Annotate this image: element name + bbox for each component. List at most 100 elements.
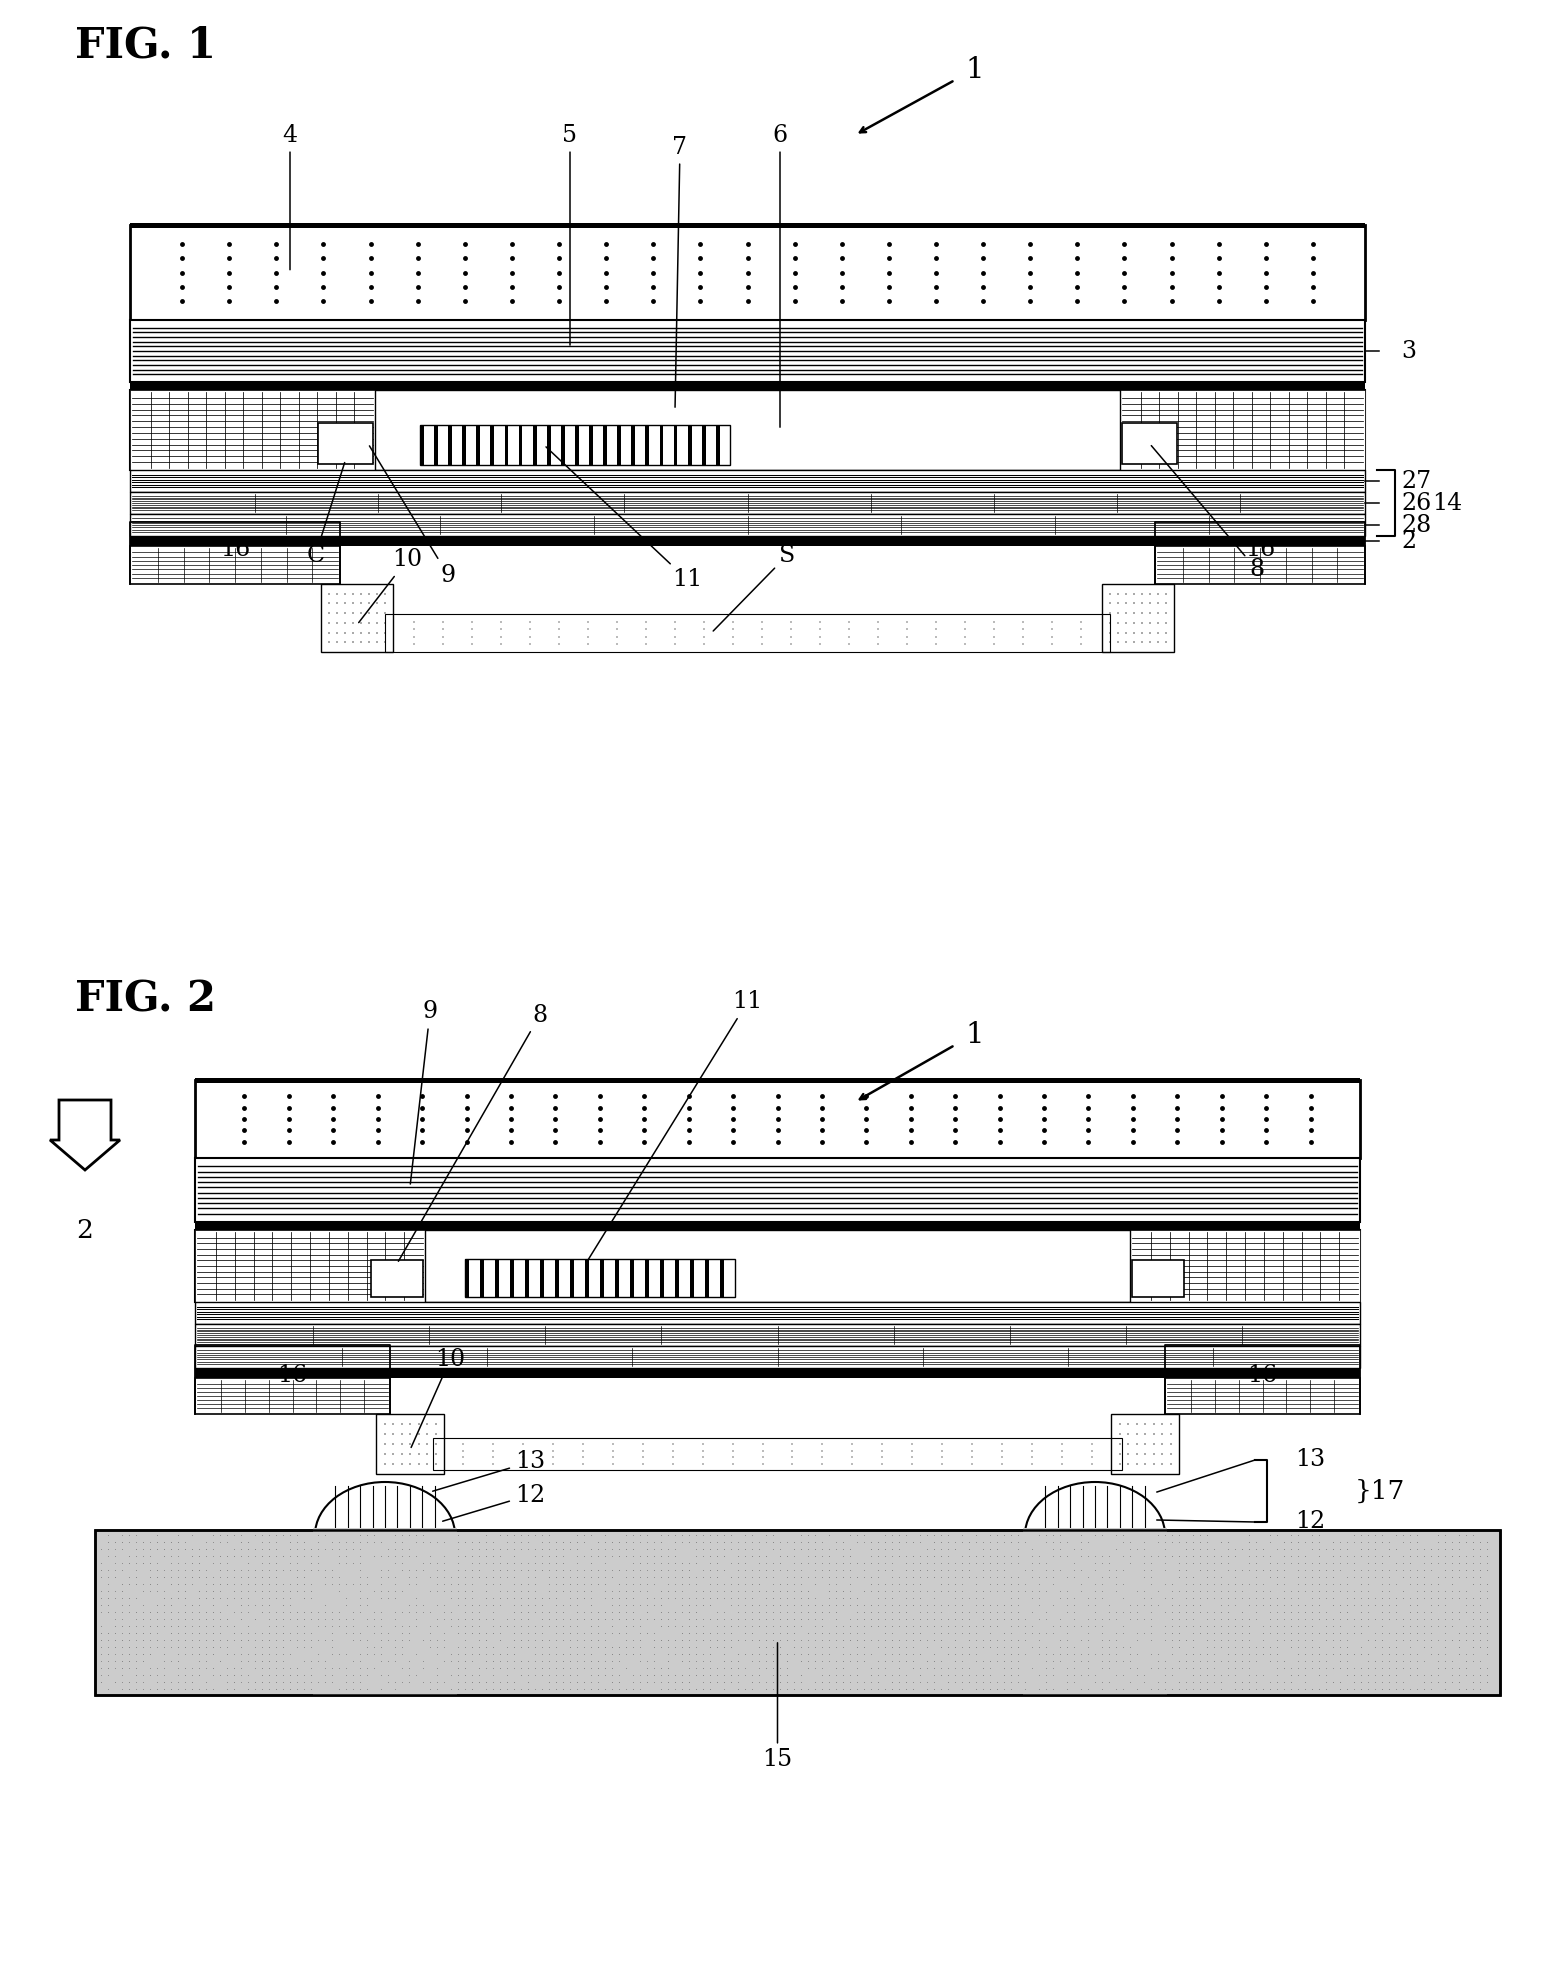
Text: 1: 1 — [966, 1022, 985, 1049]
Bar — [130, 469, 1365, 491]
Bar — [1130, 1230, 1361, 1303]
Bar — [604, 426, 607, 465]
Bar — [130, 224, 1365, 228]
Bar — [509, 1259, 514, 1297]
Text: 4: 4 — [282, 123, 297, 269]
Text: 15: 15 — [763, 1643, 793, 1772]
Bar — [1102, 584, 1173, 651]
Bar — [673, 426, 678, 465]
Bar — [701, 426, 706, 465]
Bar — [533, 426, 537, 465]
Bar — [632, 426, 635, 465]
Bar — [585, 1259, 590, 1297]
Bar — [94, 1531, 1500, 1695]
Bar — [495, 1259, 498, 1297]
Text: 16: 16 — [1248, 1364, 1277, 1386]
Text: 10: 10 — [412, 1348, 464, 1447]
Bar — [130, 491, 1365, 515]
Bar — [570, 1259, 574, 1297]
Text: 9: 9 — [370, 446, 455, 586]
Bar — [687, 426, 692, 465]
Bar — [1023, 1529, 1167, 1695]
Text: 12: 12 — [443, 1483, 545, 1521]
Bar — [375, 390, 1121, 469]
Bar — [449, 426, 452, 465]
Bar — [420, 426, 424, 465]
Bar — [715, 426, 720, 465]
Bar — [195, 1303, 1361, 1325]
Bar — [420, 426, 731, 465]
Bar — [675, 1259, 680, 1297]
Bar — [1121, 390, 1365, 469]
Bar — [372, 1259, 423, 1297]
Bar — [690, 1259, 694, 1297]
Bar — [477, 426, 480, 465]
Text: 16: 16 — [220, 539, 251, 562]
Bar — [574, 426, 579, 465]
Text: 5: 5 — [562, 123, 577, 345]
Bar — [464, 1259, 735, 1297]
Bar — [704, 1259, 709, 1297]
Bar — [433, 426, 438, 465]
Bar — [376, 1414, 444, 1473]
Text: 6: 6 — [772, 123, 788, 428]
Ellipse shape — [314, 1481, 455, 1588]
Bar — [1132, 1259, 1184, 1297]
Text: 12: 12 — [1296, 1511, 1325, 1533]
Bar — [720, 1259, 724, 1297]
Text: 26: 26 — [1401, 491, 1432, 515]
Bar — [491, 426, 494, 465]
Bar — [1166, 1378, 1361, 1414]
Text: C: C — [307, 463, 345, 566]
Bar — [615, 1259, 619, 1297]
Bar — [519, 426, 523, 465]
Bar — [601, 1259, 604, 1297]
Bar — [195, 1368, 1361, 1378]
Text: 28: 28 — [1401, 513, 1432, 537]
FancyArrow shape — [50, 1101, 121, 1170]
Text: 2: 2 — [76, 1218, 93, 1243]
Text: 16: 16 — [277, 1364, 308, 1386]
Text: 2: 2 — [1401, 529, 1416, 552]
Text: 13: 13 — [432, 1451, 545, 1491]
Text: 9: 9 — [410, 1000, 438, 1184]
Bar — [1111, 1414, 1180, 1473]
Bar — [195, 1346, 1361, 1368]
Bar — [659, 426, 664, 465]
Bar — [426, 1230, 1130, 1303]
Text: }17: }17 — [1354, 1479, 1406, 1503]
Text: 8: 8 — [1152, 446, 1265, 582]
Bar — [320, 584, 393, 651]
Text: S: S — [714, 543, 796, 632]
Bar — [130, 537, 1365, 546]
Text: 1: 1 — [966, 55, 985, 83]
Text: 7: 7 — [672, 135, 687, 408]
Bar — [505, 426, 508, 465]
Text: 14: 14 — [1432, 491, 1463, 515]
Bar — [195, 1077, 1361, 1083]
Bar — [646, 426, 649, 465]
Bar — [590, 426, 593, 465]
Text: 10: 10 — [359, 548, 423, 622]
Bar — [1155, 546, 1365, 584]
Bar — [195, 1158, 1361, 1222]
Text: 13: 13 — [1296, 1449, 1325, 1471]
Bar — [540, 1259, 543, 1297]
Bar — [130, 390, 1365, 469]
Bar — [560, 426, 565, 465]
Bar — [385, 614, 1110, 651]
Text: 27: 27 — [1401, 469, 1430, 493]
Bar — [195, 1325, 1361, 1346]
Bar — [130, 546, 341, 584]
Bar — [546, 426, 551, 465]
Bar — [195, 1378, 390, 1414]
Bar — [130, 226, 1365, 321]
Bar — [630, 1259, 635, 1297]
Bar — [130, 321, 1365, 382]
Bar — [525, 1259, 529, 1297]
Text: 8: 8 — [398, 1004, 548, 1261]
Text: 11: 11 — [546, 447, 703, 592]
Bar — [195, 1230, 426, 1303]
Text: 11: 11 — [588, 990, 763, 1259]
Bar — [313, 1529, 457, 1695]
